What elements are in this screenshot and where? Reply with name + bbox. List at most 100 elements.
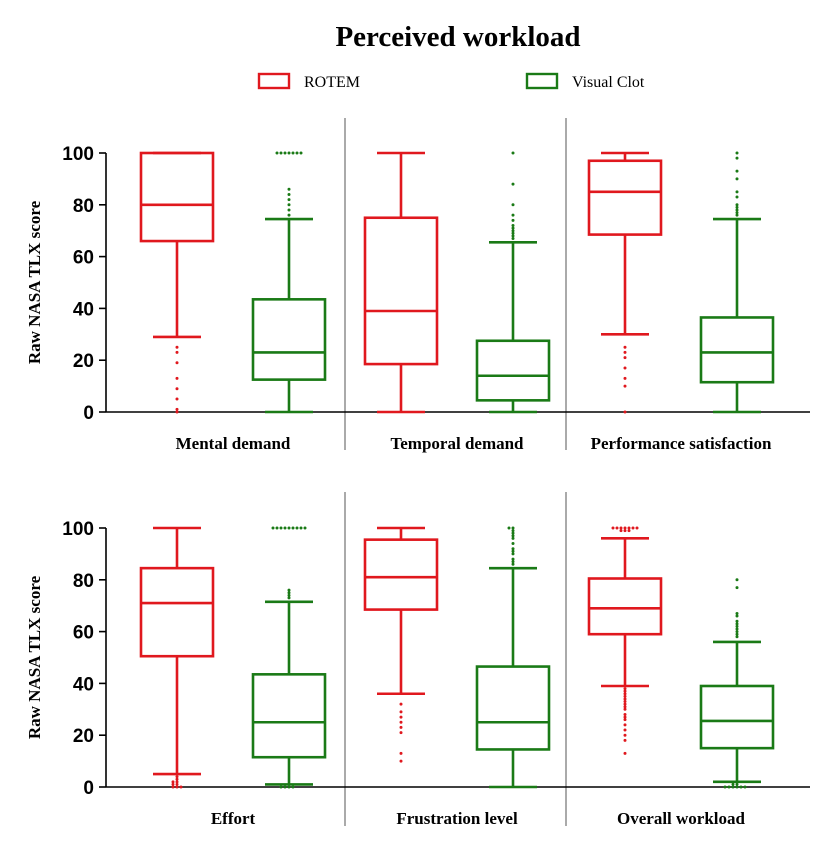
outlier-point xyxy=(623,718,627,722)
outlier-point xyxy=(623,712,627,716)
outlier-point xyxy=(291,151,295,155)
outlier-point xyxy=(295,526,299,530)
box-iqr xyxy=(251,673,327,759)
outlier-point xyxy=(399,715,403,719)
outlier-point xyxy=(299,151,303,155)
outlier-point xyxy=(511,549,515,553)
outlier-point xyxy=(623,526,627,530)
outlier-point xyxy=(735,624,739,628)
outlier-point xyxy=(399,731,403,735)
outlier-point xyxy=(287,588,291,592)
outlier-point xyxy=(175,397,179,401)
boxplot-visual-clot xyxy=(251,151,327,414)
boxplot-rotem xyxy=(363,151,439,414)
outlier-point xyxy=(175,777,179,781)
outlier-point xyxy=(731,782,735,786)
outlier-point xyxy=(735,177,739,181)
category-label: Performance satisfaction xyxy=(591,434,772,453)
outlier-point xyxy=(511,231,515,235)
outlier-point xyxy=(175,780,179,784)
outlier-point xyxy=(299,526,303,530)
legend-swatch xyxy=(257,72,291,90)
outlier-point xyxy=(171,782,175,786)
outlier-point xyxy=(511,213,515,217)
outlier-point xyxy=(287,208,291,212)
outlier-point xyxy=(175,407,179,411)
outlier-point xyxy=(291,526,295,530)
outlier-point xyxy=(623,687,627,691)
outlier-point xyxy=(623,692,627,696)
y-tick-label: 60 xyxy=(73,623,94,644)
outlier-point xyxy=(623,350,627,354)
y-tick-label: 0 xyxy=(83,778,94,799)
outlier-point xyxy=(727,785,731,789)
outlier-point xyxy=(627,526,631,530)
outlier-point xyxy=(279,526,283,530)
outlier-point xyxy=(735,169,739,173)
outlier-point xyxy=(287,526,291,530)
outlier-point xyxy=(623,733,627,737)
outlier-point xyxy=(631,526,635,530)
panel-top: 0 20 40 60 80 100 Raw NASA TLX score Mental dem… xyxy=(25,118,810,453)
outlier-point xyxy=(271,526,275,530)
outlier-point xyxy=(735,190,739,194)
category-label: Effort xyxy=(211,809,256,828)
outlier-point xyxy=(511,229,515,233)
legend-swatch xyxy=(525,72,559,90)
outlier-point xyxy=(735,627,739,631)
outlier-point xyxy=(287,151,291,155)
outlier-point xyxy=(623,700,627,704)
outlier-point xyxy=(735,619,739,623)
outlier-point xyxy=(175,410,179,414)
outlier-point xyxy=(511,218,515,222)
outlier-point xyxy=(735,203,739,207)
outlier-point xyxy=(623,689,627,693)
outlier-point xyxy=(291,785,295,789)
box-iqr xyxy=(475,665,551,751)
boxplot-visual-clot xyxy=(699,151,775,414)
legend: ROTEM Visual Clot xyxy=(257,72,645,91)
y-tick-label: 80 xyxy=(73,571,94,592)
outlier-point xyxy=(623,410,627,414)
outlier-point xyxy=(283,151,287,155)
y-tick-label: 60 xyxy=(73,248,94,269)
category-label: Overall workload xyxy=(617,809,746,828)
outlier-point xyxy=(743,785,747,789)
outlier-point xyxy=(623,728,627,732)
outlier-point xyxy=(623,707,627,711)
boxplot-rotem xyxy=(363,526,439,763)
outlier-point xyxy=(287,591,291,595)
outlier-point xyxy=(275,526,279,530)
outlier-point xyxy=(623,702,627,706)
y-tick-label: 100 xyxy=(62,519,94,540)
outlier-point xyxy=(735,578,739,582)
outlier-point xyxy=(303,526,307,530)
outlier-point xyxy=(279,151,283,155)
outlier-point xyxy=(627,529,631,533)
boxplot-visual-clot xyxy=(475,526,551,789)
boxplot-visual-clot xyxy=(251,526,327,789)
boxplot-visual-clot xyxy=(699,578,775,789)
category-label: Mental demand xyxy=(176,434,291,453)
outlier-point xyxy=(507,526,511,530)
outlier-point xyxy=(623,723,627,727)
outlier-point xyxy=(731,785,735,789)
outlier-point xyxy=(735,614,739,618)
box-iqr xyxy=(699,684,775,750)
y-axis-label: Raw NASA TLX score xyxy=(25,200,44,364)
outlier-point xyxy=(735,635,739,639)
outlier-point xyxy=(735,213,739,217)
outlier-point xyxy=(175,782,179,786)
y-tick-label: 100 xyxy=(62,144,94,165)
outlier-point xyxy=(735,205,739,209)
outlier-point xyxy=(735,156,739,160)
outlier-point xyxy=(175,387,179,391)
outlier-point xyxy=(735,782,739,786)
outlier-point xyxy=(615,526,619,530)
outlier-point xyxy=(399,720,403,724)
boxplot-rotem xyxy=(139,526,215,789)
outlier-point xyxy=(735,785,739,789)
outlier-point xyxy=(623,705,627,709)
outlier-point xyxy=(735,211,739,215)
legend-label: Visual Clot xyxy=(572,74,645,91)
